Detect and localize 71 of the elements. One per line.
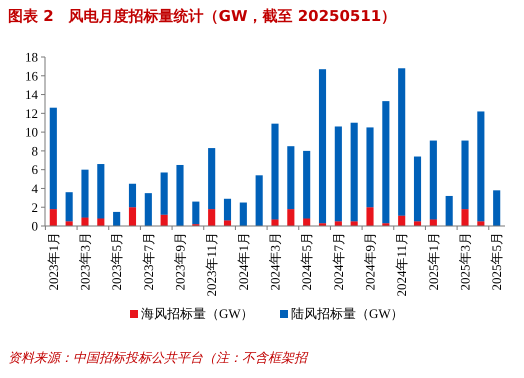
- bar: [461, 140, 469, 210]
- bar: [430, 219, 437, 226]
- bar: [224, 198, 232, 220]
- bar: [208, 209, 216, 226]
- bar: [81, 170, 89, 218]
- y-tick-label: 14: [25, 87, 38, 102]
- bar: [128, 184, 136, 208]
- x-tick-label: 2023年1月: [46, 232, 61, 290]
- text: 资料来源：中国招标投标公共平台（注：不含框架招: [8, 350, 309, 365]
- bar: [192, 202, 200, 224]
- bar: [382, 101, 390, 224]
- x-tick-label: 2023年5月: [109, 232, 124, 290]
- bar: [97, 218, 104, 226]
- bar: [81, 218, 89, 226]
- x-tick-label: 2024年5月: [299, 232, 314, 290]
- bar: [446, 196, 453, 226]
- bar: [493, 190, 500, 226]
- y-tick-label: 12: [25, 106, 38, 121]
- x-tick-label: 2023年9月: [172, 232, 188, 290]
- bar: [144, 193, 152, 226]
- y-tick-label: 0: [32, 218, 38, 234]
- bar: [430, 140, 437, 220]
- bar: [97, 164, 104, 218]
- bar: [176, 164, 184, 226]
- bar: [303, 150, 310, 218]
- bar: [477, 111, 484, 222]
- y-tick-label: 10: [25, 124, 38, 140]
- y-tick-label: 6: [32, 162, 38, 178]
- bar: [208, 148, 216, 210]
- legend-label: 陆风招标量（GW）: [291, 306, 404, 321]
- bar: [287, 146, 294, 210]
- bar: [366, 127, 374, 208]
- bar: [50, 209, 57, 226]
- bar: [113, 212, 120, 226]
- x-tick-label: 2025年1月: [426, 232, 441, 290]
- x-tick-label: 2024年9月: [362, 232, 378, 290]
- bar: [398, 216, 406, 226]
- bar: [287, 209, 294, 226]
- y-tick-label: 4: [32, 180, 38, 196]
- bar: [50, 108, 57, 210]
- bar: [66, 192, 73, 222]
- x-tick-label: 2024年1月: [236, 232, 251, 290]
- y-tick-label: 2: [32, 200, 38, 215]
- bar: [256, 175, 263, 226]
- bar: [366, 207, 374, 226]
- bar: [350, 122, 358, 222]
- bar: [128, 207, 136, 226]
- x-tick-label: 2025年3月: [458, 232, 473, 290]
- bar: [160, 172, 168, 215]
- y-tick-label: 8: [32, 143, 38, 158]
- bar: [334, 126, 342, 222]
- bar: [160, 214, 168, 226]
- x-tick-label: 2025年5月: [489, 232, 504, 290]
- x-tick-label: 2024年3月: [268, 232, 283, 290]
- bar: [240, 202, 247, 226]
- chart-title: 图表 2 风电月度招标量统计（GW，截至 20250511）: [8, 7, 396, 25]
- x-tick-label: 2024年7月: [330, 232, 346, 290]
- bar: [414, 156, 422, 222]
- x-tick-label: 2024年11月: [394, 232, 410, 297]
- x-tick-label: 2023年3月: [78, 232, 93, 290]
- bar: [461, 209, 469, 226]
- bar: [303, 218, 310, 226]
- x-tick-label: 2023年7月: [140, 232, 156, 290]
- y-tick-label: 16: [25, 68, 38, 84]
- bar: [271, 219, 279, 226]
- x-tick-label: 2023年11月: [204, 232, 220, 297]
- bar: [318, 69, 326, 224]
- bar: [398, 68, 406, 216]
- legend-label: 海风招标量（GW）: [141, 306, 254, 321]
- bar: [271, 124, 279, 220]
- y-tick-label: 18: [25, 50, 38, 65]
